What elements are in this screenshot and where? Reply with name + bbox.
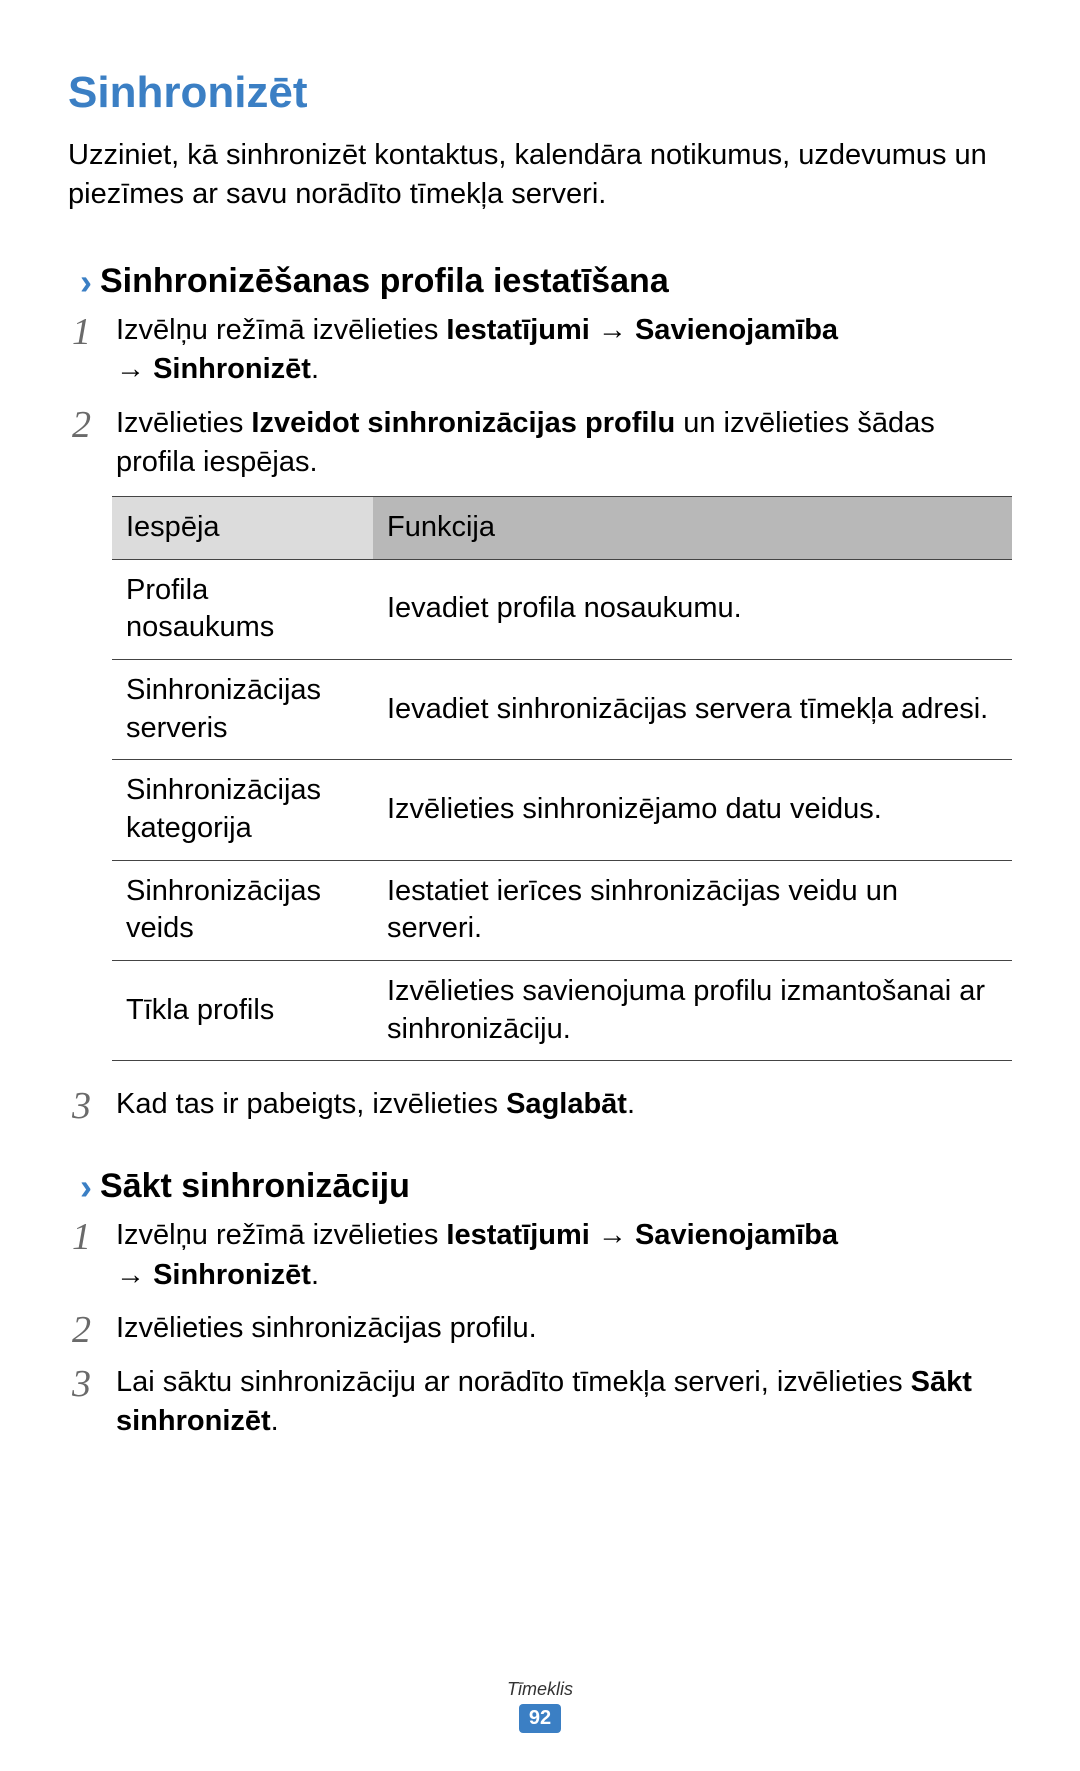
bold-text: Saglabāt	[506, 1088, 627, 1120]
arrow-icon: →	[590, 1219, 635, 1251]
sub-heading-text: Sākt sinhronizāciju	[100, 1167, 410, 1206]
text: Izvēlieties	[116, 407, 251, 439]
table-cell-option: Sinhronizācijas serveris	[112, 659, 373, 759]
bold-text: Iestatījumi	[446, 1219, 589, 1251]
section-profile-setup: › Sinhronizēšanas profila iestatīšana 1 …	[68, 262, 1012, 1125]
table-cell-function: Ievadiet sinhronizācijas servera tīmekļa…	[373, 659, 1012, 759]
step-body: Izvēlņu režīmā izvēlieties Iestatījumi →…	[116, 311, 1012, 389]
main-title: Sinhronizēt	[68, 68, 1012, 118]
bold-text: Iestatījumi	[446, 314, 589, 346]
bold-text: Savienojamība	[635, 1219, 838, 1251]
table-row: Profila nosaukums Ievadiet profila nosau…	[112, 559, 1012, 659]
table-cell-function: Izvēlieties savienojuma profilu izmantoš…	[373, 961, 1012, 1061]
table-cell-function: Iestatiet ierīces sinhronizācijas veidu …	[373, 860, 1012, 960]
table-header-option: Iespēja	[112, 496, 373, 559]
step-number: 3	[72, 1363, 116, 1403]
sub-heading-text: Sinhronizēšanas profila iestatīšana	[100, 262, 669, 301]
text: Lai sāktu sinhronizāciju ar norādīto tīm…	[116, 1366, 911, 1398]
page-content: Sinhronizēt Uzziniet, kā sinhronizēt kon…	[0, 0, 1080, 1441]
options-table: Iespēja Funkcija Profila nosaukums Ievad…	[112, 496, 1012, 1062]
step-number: 1	[72, 311, 116, 351]
table-row: Sinhronizācijas kategorija Izvēlieties s…	[112, 760, 1012, 860]
table-row: Sinhronizācijas veids Iestatiet ierīces …	[112, 860, 1012, 960]
text: Izvēlņu režīmā izvēlieties	[116, 1219, 446, 1251]
sub-heading: › Sākt sinhronizāciju	[80, 1167, 1012, 1206]
chevron-icon: ›	[80, 264, 92, 300]
bold-text: Savienojamība	[635, 314, 838, 346]
step-body: Izvēlņu režīmā izvēlieties Iestatījumi →…	[116, 1216, 1012, 1294]
section-start-sync: › Sākt sinhronizāciju 1 Izvēlņu režīmā i…	[68, 1167, 1012, 1441]
step-1: 1 Izvēlņu režīmā izvēlieties Iestatījumi…	[72, 1216, 1012, 1294]
table-cell-function: Izvēlieties sinhronizējamo datu veidus.	[373, 760, 1012, 860]
step-number: 1	[72, 1216, 116, 1256]
step-body: Lai sāktu sinhronizāciju ar norādīto tīm…	[116, 1363, 1012, 1441]
table-row: Tīkla profils Izvēlieties savienojuma pr…	[112, 961, 1012, 1061]
text: Kad tas ir pabeigts, izvēlieties	[116, 1088, 506, 1120]
table-cell-function: Ievadiet profila nosaukumu.	[373, 559, 1012, 659]
step-1: 1 Izvēlņu režīmā izvēlieties Iestatījumi…	[72, 311, 1012, 389]
step-number: 2	[72, 404, 116, 444]
sub-heading: › Sinhronizēšanas profila iestatīšana	[80, 262, 1012, 301]
page-footer: Tīmeklis 92	[0, 1679, 1080, 1733]
text: .	[271, 1405, 279, 1437]
table-cell-option: Tīkla profils	[112, 961, 373, 1061]
table-cell-option: Sinhronizācijas kategorija	[112, 760, 373, 860]
bold-text: Sinhronizēt	[153, 353, 311, 385]
text: .	[627, 1088, 635, 1120]
page-number: 92	[519, 1704, 561, 1733]
text: .	[311, 353, 319, 385]
step-2: 2 Izvēlieties Izveidot sinhronizācijas p…	[72, 404, 1012, 482]
table-header-row: Iespēja Funkcija	[112, 496, 1012, 559]
footer-section-label: Tīmeklis	[0, 1679, 1080, 1700]
step-body: Izvēlieties sinhronizācijas profilu.	[116, 1309, 1012, 1348]
intro-paragraph: Uzziniet, kā sinhronizēt kontaktus, kale…	[68, 136, 1012, 214]
table-row: Sinhronizācijas serveris Ievadiet sinhro…	[112, 659, 1012, 759]
table-cell-option: Profila nosaukums	[112, 559, 373, 659]
bold-text: Izveidot sinhronizācijas profilu	[251, 407, 675, 439]
table-header-function: Funkcija	[373, 496, 1012, 559]
arrow-icon: →	[116, 353, 153, 385]
step-number: 2	[72, 1309, 116, 1349]
step-3: 3 Lai sāktu sinhronizāciju ar norādīto t…	[72, 1363, 1012, 1441]
step-body: Kad tas ir pabeigts, izvēlieties Saglabā…	[116, 1085, 1012, 1124]
step-number: 3	[72, 1085, 116, 1125]
step-body: Izvēlieties Izveidot sinhronizācijas pro…	[116, 404, 1012, 482]
arrow-icon: →	[590, 314, 635, 346]
step-3: 3 Kad tas ir pabeigts, izvēlieties Sagla…	[72, 1085, 1012, 1125]
text: Izvēlņu režīmā izvēlieties	[116, 314, 446, 346]
step-2: 2 Izvēlieties sinhronizācijas profilu.	[72, 1309, 1012, 1349]
arrow-icon: →	[116, 1259, 153, 1291]
bold-text: Sinhronizēt	[153, 1259, 311, 1291]
table-cell-option: Sinhronizācijas veids	[112, 860, 373, 960]
text: .	[311, 1259, 319, 1291]
chevron-icon: ›	[80, 1169, 92, 1205]
